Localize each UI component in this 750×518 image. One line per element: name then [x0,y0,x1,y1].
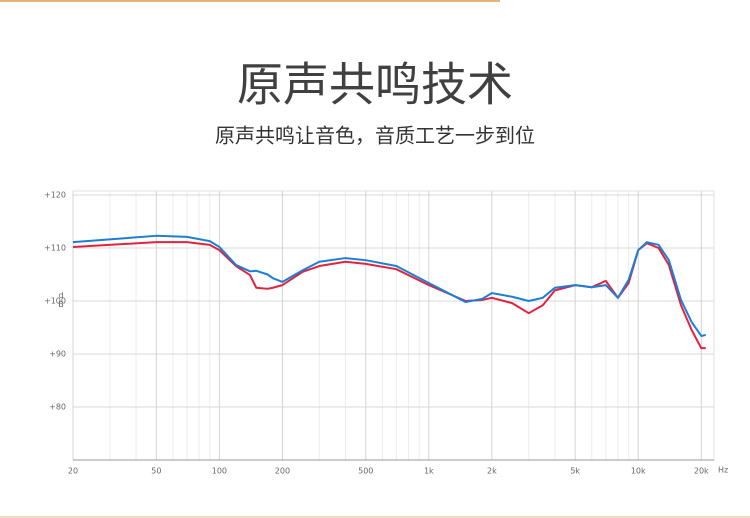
y-tick-label: +90 [49,350,66,359]
x-tick-label: 200 [275,467,290,476]
x-tick-label: 10k [631,467,646,476]
x-tick-label: 20k [694,467,709,476]
series-line [72,241,706,350]
x-tick-label: 50 [151,467,161,476]
x-tick-label: 100 [212,467,227,476]
x-axis-label: Hz [718,466,728,475]
chart-subtitle: 原声共鸣让音色，音质工艺一步到位 [215,124,535,148]
series-line [72,234,706,337]
x-tick-label: 500 [358,467,373,476]
y-axis-label: dB [57,291,66,309]
x-tick-label: 20 [68,467,78,476]
y-tick-label: +100 [44,297,66,306]
x-tick-label: 1k [424,467,434,476]
y-tick-label: +120 [44,191,66,200]
x-tick-label: 2k [487,467,497,476]
y-tick-label: +80 [49,403,66,412]
chart-title: 原声共鸣技术 [237,58,513,112]
y-tick-label: +110 [44,244,66,253]
x-tick-label: 5k [570,467,580,476]
